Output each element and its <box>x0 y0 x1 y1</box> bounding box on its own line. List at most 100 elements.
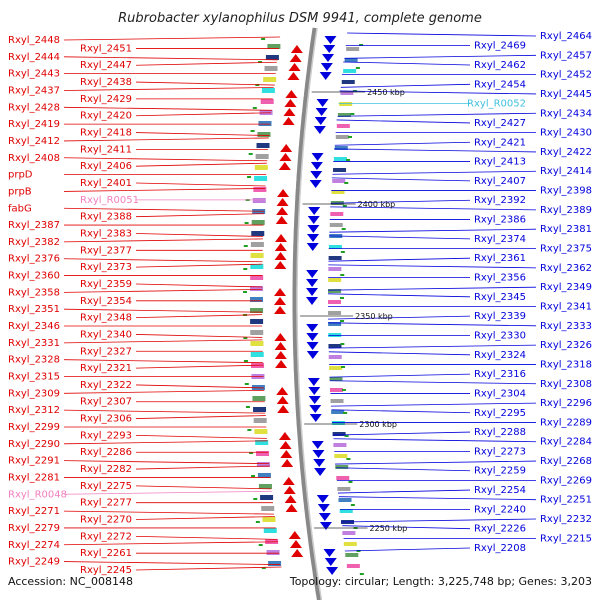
gene-label: Rxyl_2354 <box>80 296 132 307</box>
feature-block <box>343 542 357 546</box>
feature-block <box>328 278 342 282</box>
feature-block <box>332 179 346 183</box>
gene-label: Rxyl_2356 <box>474 273 526 284</box>
gene-label: Rxyl_2331 <box>8 338 60 349</box>
gene-label: Rxyl_2447 <box>80 60 132 71</box>
reverse-gene-arrow <box>309 405 322 413</box>
leader-line <box>135 485 272 490</box>
gene-label: Rxyl_2281 <box>8 472 60 483</box>
reverse-gene-arrow <box>308 207 321 215</box>
tick-mark <box>250 130 255 132</box>
gene-label: Rxyl_2245 <box>80 565 132 576</box>
forward-gene-arrow <box>274 342 287 350</box>
forward-gene-arrow <box>275 360 288 368</box>
gene-label: Rxyl_2326 <box>540 340 592 351</box>
genome-backbone-highlight <box>296 27 323 600</box>
gene-label: Rxyl_2318 <box>540 359 592 370</box>
feature-block <box>253 407 267 412</box>
feature-block <box>336 124 350 128</box>
tick-mark <box>340 366 345 368</box>
leader-line <box>339 90 537 95</box>
gene-label: Rxyl_2464 <box>540 31 592 42</box>
gene-label: Rxyl_2427 <box>474 118 526 129</box>
gene-label: Rxyl_2269 <box>540 475 592 486</box>
gene-label: Rxyl_2316 <box>474 369 526 380</box>
leader-line <box>63 87 274 91</box>
feature-block <box>264 66 278 71</box>
gene-label: Rxyl_2324 <box>474 350 526 361</box>
gene-label: Rxyl_2362 <box>540 263 592 274</box>
forward-gene-arrow <box>274 297 287 305</box>
leader-line <box>335 460 537 465</box>
leader-line <box>135 263 263 268</box>
reverse-gene-arrow <box>320 63 333 71</box>
tick-mark <box>258 544 263 546</box>
tick-mark <box>243 337 248 339</box>
leader-line <box>328 315 471 320</box>
tick-mark <box>252 107 257 109</box>
leader-line <box>63 56 278 61</box>
feature-block <box>339 509 353 513</box>
gene-label: Rxyl_2299 <box>8 422 60 433</box>
gene-label: Rxyl_2413 <box>474 157 526 168</box>
gene-label: Rxyl_2360 <box>8 271 60 282</box>
gene-label: Rxyl_2296 <box>540 398 592 409</box>
feature-block <box>256 143 270 148</box>
gene-label: Rxyl_2412 <box>8 136 60 147</box>
gene-label: Rxyl_R0052 <box>467 99 526 110</box>
tick-mark <box>251 475 256 477</box>
gene-label: Rxyl_2418 <box>80 128 132 139</box>
feature-block <box>346 564 360 568</box>
leader-line <box>63 339 263 344</box>
gene-label: Rxyl_2261 <box>80 548 132 559</box>
reverse-gene-arrow <box>313 459 326 467</box>
gene-label: Rxyl_2408 <box>8 153 60 164</box>
leader-line <box>135 213 264 218</box>
reverse-gene-arrow <box>307 378 320 386</box>
tick-mark <box>261 38 266 40</box>
gene-label: Rxyl_2340 <box>80 329 132 340</box>
feature-block <box>344 58 358 62</box>
feature-block <box>328 267 342 271</box>
leader-line <box>330 402 537 407</box>
gene-label: Rxyl_R0048 <box>8 489 67 500</box>
feature-block <box>255 440 269 445</box>
forward-gene-arrow <box>285 90 298 98</box>
leader-line <box>63 36 281 41</box>
gene-label: Rxyl_2284 <box>540 437 592 448</box>
kbp-label-layer: 2450 kbp 2400 kbp 2350 kbp 2300 kbp 2250 kbp <box>300 88 407 533</box>
gene-label: Rxyl_2295 <box>474 408 526 419</box>
leader-line <box>135 415 266 419</box>
feature-block <box>250 308 264 313</box>
leader-line <box>63 409 266 414</box>
feature-block <box>250 275 264 280</box>
forward-gene-arrow <box>288 63 301 71</box>
forward-gene-arrow <box>275 234 288 242</box>
gene-label: Rxyl_2398 <box>540 186 592 197</box>
reverse-gene-arrow <box>306 279 319 287</box>
gene-label: Rxyl_2392 <box>474 195 526 206</box>
tick-mark <box>355 67 360 69</box>
gene-label: Rxyl_R0051 <box>80 195 139 206</box>
left-label-layer: Rxyl_2448 Rxyl_2451 Rxyl_2444 Rxyl_2447 Rxyl… <box>8 35 282 576</box>
forward-gene-arrow <box>274 261 287 269</box>
feature-block <box>254 429 268 434</box>
reverse-gene-arrow <box>311 441 324 449</box>
forward-gene-arrow <box>277 405 290 413</box>
feature-block <box>328 289 342 293</box>
reverse-gene-arrow <box>319 72 332 80</box>
gene-label: Rxyl_2469 <box>474 41 526 52</box>
tick-mark <box>340 274 345 276</box>
feature-block <box>267 44 281 49</box>
reverse-gene-arrow <box>310 162 323 170</box>
gene-label: Rxyl_2232 <box>540 514 592 525</box>
feature-block <box>330 212 344 216</box>
gene-label: Rxyl_2375 <box>540 244 592 255</box>
feature-block <box>250 341 264 346</box>
leader-line <box>341 518 537 523</box>
feature-block <box>257 473 271 478</box>
gene-label: Rxyl_2333 <box>540 321 592 332</box>
leader-line <box>63 258 263 263</box>
